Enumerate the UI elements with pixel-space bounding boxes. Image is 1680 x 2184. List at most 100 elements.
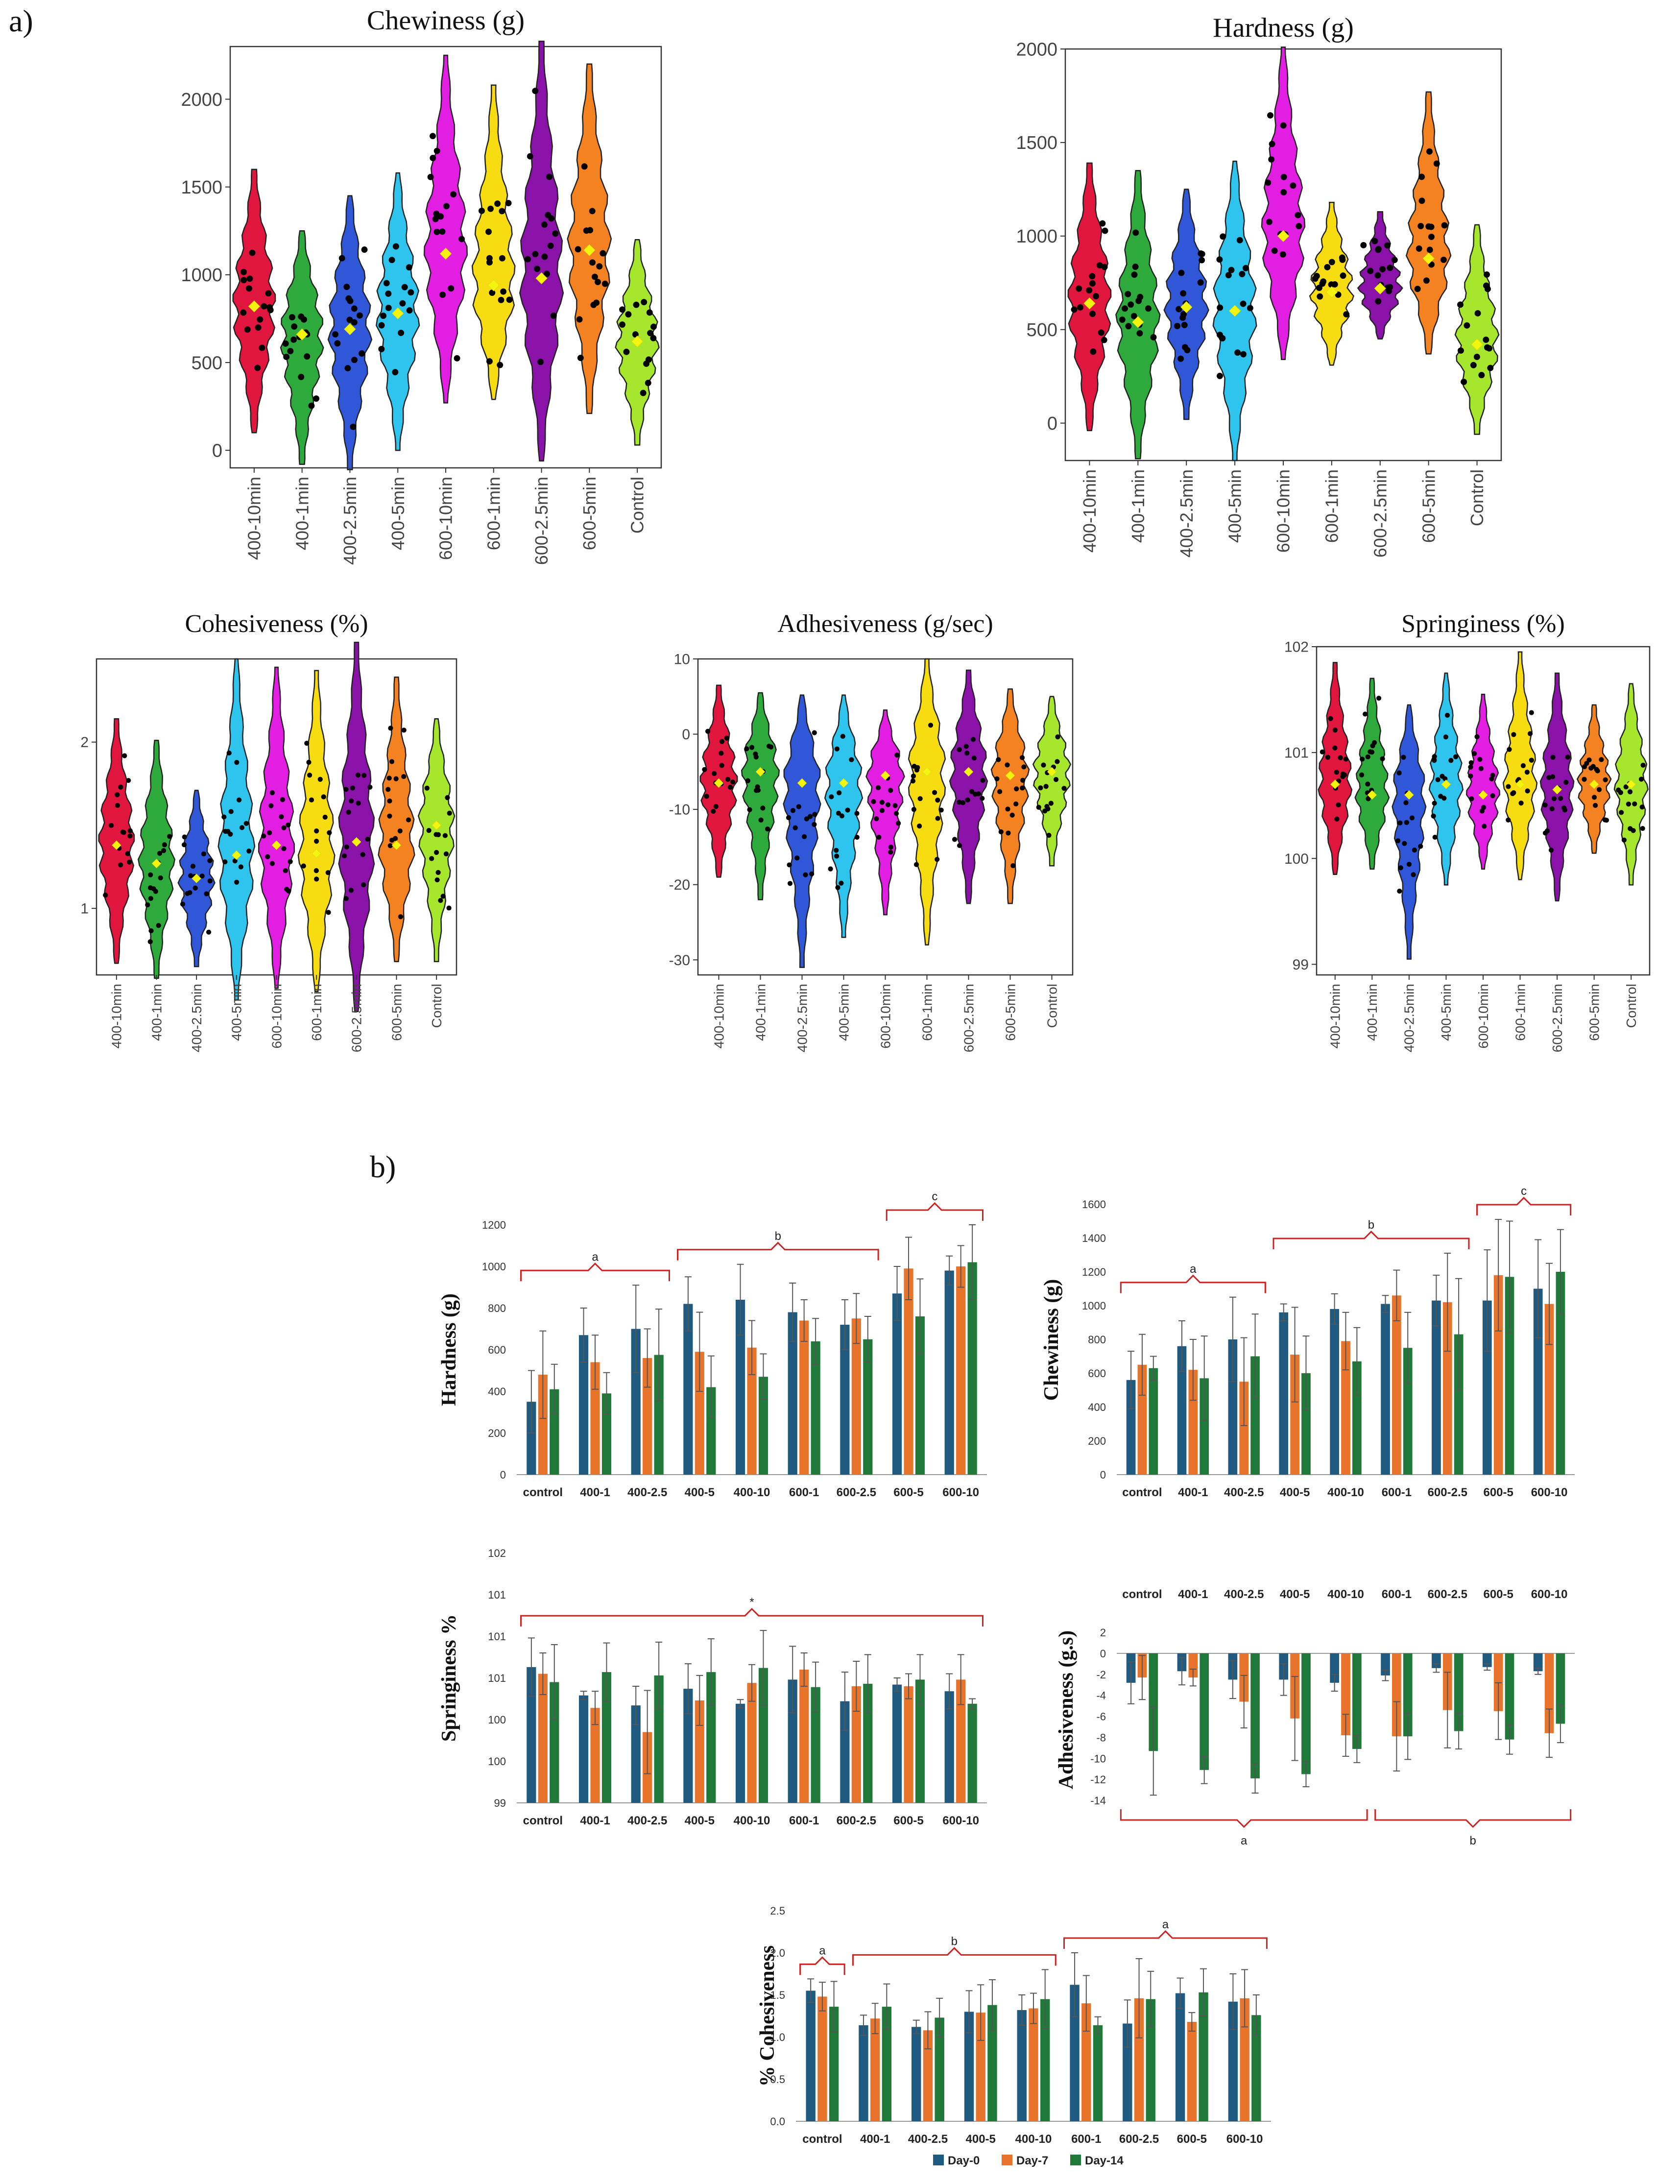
data-point [148, 872, 153, 877]
data-point [1441, 222, 1448, 229]
significance-bracket [799, 1956, 845, 1975]
y-tick-label: 10 [674, 652, 690, 668]
data-point [1136, 330, 1143, 337]
data-point [486, 358, 493, 365]
mean-marker [439, 247, 452, 260]
data-point [1487, 364, 1494, 371]
legend: Day-0 Day-7 Day-14 [933, 2154, 1124, 2167]
bar-panel-b_hardness: 0 200 400 600 800 1000 1200 Hardness (g) control… [438, 1190, 987, 1499]
data-point [874, 816, 879, 822]
data-point [749, 745, 755, 750]
data-point [932, 790, 937, 795]
data-point [401, 728, 407, 733]
data-point [1236, 237, 1243, 243]
data-point [1561, 805, 1567, 811]
y-tick-label: 600 [1088, 1367, 1106, 1380]
data-point [255, 324, 262, 331]
chart-title: Cohesiveness (%) [185, 610, 368, 638]
x-tick-label: control [1122, 1486, 1162, 1499]
data-point [1550, 774, 1556, 779]
mean-marker [151, 858, 162, 869]
data-point [760, 805, 766, 811]
mean-marker [391, 840, 402, 850]
data-point [796, 804, 801, 809]
y-tick-label: 2 [1100, 1626, 1106, 1639]
bar-Day-7-600-1 [1392, 1295, 1401, 1475]
legend-label: Day-7 [1016, 2154, 1048, 2167]
data-point [326, 910, 331, 915]
data-point [1444, 712, 1450, 718]
data-point [1417, 222, 1424, 229]
data-point [1150, 334, 1157, 340]
data-point [1599, 757, 1604, 762]
data-point [286, 888, 291, 894]
mean-marker [963, 767, 974, 777]
x-tick-label: 400-5min [1225, 469, 1245, 543]
data-point [1457, 347, 1464, 354]
data-point [812, 822, 817, 827]
data-point [713, 804, 719, 809]
y-tick-label: 800 [1088, 1334, 1106, 1346]
data-point [350, 785, 356, 791]
data-point [1432, 834, 1438, 840]
data-point [1334, 816, 1340, 822]
x-tick-label: 600-1min [1512, 984, 1528, 1041]
data-point [426, 827, 432, 833]
bar-Day-0-400-10 [1330, 1653, 1339, 1683]
y-tick-label: 200 [1088, 1435, 1106, 1447]
bar-Day-7-600-5 [904, 1686, 913, 1803]
x-tick-label: 600-1 [1382, 1486, 1412, 1499]
data-point [115, 802, 120, 808]
bar-Day-14-600-10 [1556, 1272, 1565, 1475]
data-point [1395, 838, 1401, 844]
data-point [1317, 293, 1323, 300]
x-tick-label: 600-10 [1531, 1486, 1568, 1499]
data-point [590, 301, 597, 308]
violin-600-10min [258, 666, 295, 989]
data-point [433, 849, 439, 855]
data-point [1366, 796, 1371, 801]
data-point [1478, 766, 1484, 771]
data-point [325, 870, 331, 875]
data-point [625, 311, 632, 318]
data-point [725, 777, 731, 782]
data-point [1101, 337, 1107, 343]
y-tick-label: 400 [1088, 1401, 1106, 1413]
x-tick-label: 400-1 [860, 2133, 890, 2146]
data-point [1473, 354, 1480, 360]
bar-Day-14-600-2.5 [863, 1683, 873, 1803]
significance-label: c [1521, 1185, 1527, 1198]
data-point [281, 846, 287, 851]
data-point [1182, 344, 1188, 351]
mean-marker [1367, 790, 1377, 800]
data-point [1631, 828, 1636, 833]
legend-swatch-Day-14 [1070, 2155, 1081, 2165]
data-point [349, 798, 354, 803]
data-point [1639, 804, 1645, 810]
data-point [287, 348, 294, 355]
data-point [309, 797, 314, 802]
data-point [719, 763, 724, 768]
data-point [1387, 265, 1393, 271]
data-point [1627, 789, 1633, 795]
x-tick-label: 600-2.5min [961, 984, 976, 1052]
data-point [1099, 220, 1106, 227]
data-point [1180, 290, 1187, 297]
data-point [346, 809, 351, 815]
violin-panel-v_hardness: Hardness (g) 0 500 1000 1500 2000 400-10min 400… [1016, 13, 1502, 558]
data-point [430, 155, 436, 161]
mean-marker [248, 300, 260, 313]
data-point [440, 894, 446, 899]
data-point [1397, 820, 1403, 825]
data-point [383, 280, 390, 287]
data-point [343, 284, 350, 291]
bar-Day-7-400-10 [1029, 2008, 1038, 2121]
data-point [1328, 259, 1335, 266]
data-point [845, 807, 850, 813]
data-point [998, 829, 1004, 834]
violin-600-1min [1502, 651, 1538, 880]
data-point [1441, 796, 1447, 801]
data-point [157, 850, 163, 856]
data-point [552, 230, 559, 237]
data-point [1590, 764, 1596, 769]
